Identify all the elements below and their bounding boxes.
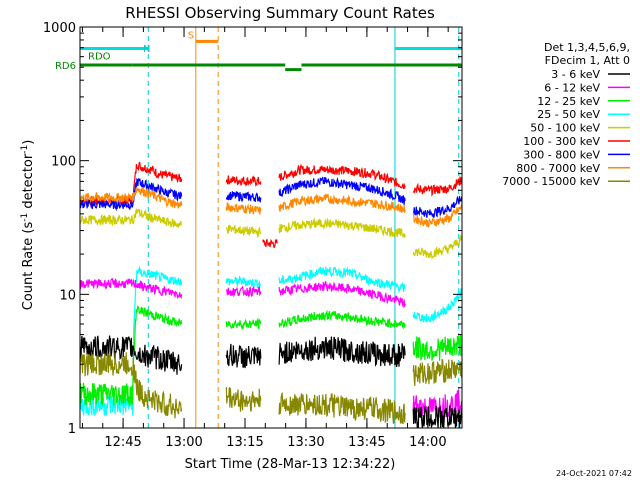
plot-frame — [79, 26, 463, 429]
x-tick-label: 14:00 — [409, 435, 446, 450]
legend-label: 7000 - 15000 keV — [502, 175, 600, 188]
x-tick-label: 13:15 — [226, 435, 263, 450]
series-line — [225, 285, 262, 298]
series-line — [412, 358, 463, 386]
flag-lines: RD6 RDO N S — [55, 27, 462, 428]
series-line — [412, 288, 463, 323]
series-line — [225, 191, 262, 203]
flag-label-rdo: RDO — [88, 52, 111, 63]
y-axis-label-main: Count Rate (s — [21, 222, 36, 311]
series-line — [412, 235, 463, 260]
series-50-100kev — [79, 208, 463, 260]
y-tick-label: 1 — [68, 422, 76, 437]
series-line — [79, 335, 183, 375]
series-line — [262, 238, 278, 249]
series-line — [79, 177, 183, 212]
series-line — [278, 309, 406, 330]
series-line — [412, 334, 463, 361]
y-axis-label-end: ) — [21, 140, 36, 145]
y-axis-label-sup2: -1 — [20, 145, 30, 154]
legend-label: 6 - 12 keV — [544, 81, 600, 94]
series-line — [278, 193, 406, 213]
y-tick-label: 1000 — [43, 21, 76, 36]
series-line — [278, 217, 406, 239]
series-line — [225, 343, 262, 369]
series-line — [79, 305, 183, 406]
series-300-800kev — [79, 176, 463, 219]
y-tick-label: 10 — [59, 288, 76, 303]
plot-background — [80, 27, 462, 428]
footer-date: 24-Oct-2021 07:42 — [556, 469, 632, 478]
series-line — [412, 405, 463, 429]
series-line — [225, 224, 262, 239]
series-line — [278, 163, 406, 190]
legend-label: 800 - 7000 keV — [516, 162, 600, 175]
legend-label: 300 - 800 keV — [523, 148, 600, 161]
x-tick-label: 13:30 — [287, 435, 324, 450]
series-line — [278, 280, 406, 309]
series-12-25kev — [79, 305, 463, 406]
x-tick-label: 13:45 — [348, 435, 385, 450]
series-layer — [79, 161, 463, 429]
series-line — [278, 392, 406, 424]
x-tick-label: 12:45 — [104, 435, 141, 450]
series-line — [278, 176, 406, 206]
legend: Det 1,3,4,5,6,9, FDecim 1, Att 0 3 - 6 k… — [502, 41, 630, 188]
x-tick-label: 13:00 — [165, 435, 202, 450]
series-line — [412, 176, 463, 197]
series-3-6kev — [79, 335, 463, 429]
y-axis-label-mid: detector — [21, 153, 36, 213]
series-line — [79, 187, 183, 209]
series-line — [225, 202, 262, 215]
series-line — [225, 317, 262, 331]
legend-label: 100 - 300 keV — [523, 135, 600, 148]
series-line — [79, 277, 183, 300]
series-7000-15000kev — [79, 352, 463, 424]
series-line — [225, 386, 262, 412]
flag-label-rd6: RD6 — [55, 61, 76, 72]
chart-title: RHESSI Observing Summary Count Rates — [125, 4, 435, 22]
series-800-7000kev — [79, 187, 463, 228]
legend-label: 25 - 50 keV — [537, 108, 600, 121]
series-line — [79, 208, 183, 228]
legend-label: 12 - 25 keV — [537, 95, 600, 108]
axes: 1 10 100 1000 12:45 13:00 13:15 13:30 13:45 14:00 — [43, 21, 463, 450]
flag-label-n: N — [143, 44, 150, 55]
series-line — [278, 266, 406, 294]
y-tick-label: 100 — [51, 155, 76, 170]
series-line — [278, 336, 406, 368]
series-line — [225, 275, 262, 290]
plot-area — [80, 27, 462, 428]
legend-label: 50 - 100 keV — [530, 122, 600, 135]
series-line — [412, 204, 463, 228]
series-line — [412, 195, 463, 219]
x-axis-label: Start Time (28-Mar-13 12:34:22) — [185, 457, 396, 472]
y-axis-label-sup1: -1 — [20, 213, 30, 222]
series-line — [79, 352, 183, 419]
legend-label: 3 - 6 keV — [551, 68, 600, 81]
flag-label-s: S — [188, 31, 194, 42]
y-axis-label: Count Rate (s-1 detector-1) — [20, 140, 36, 311]
legend-header-line-2: FDecim 1, Att 0 — [545, 54, 630, 67]
legend-header-line-1: Det 1,3,4,5,6,9, — [544, 41, 630, 54]
series-line — [225, 175, 262, 188]
